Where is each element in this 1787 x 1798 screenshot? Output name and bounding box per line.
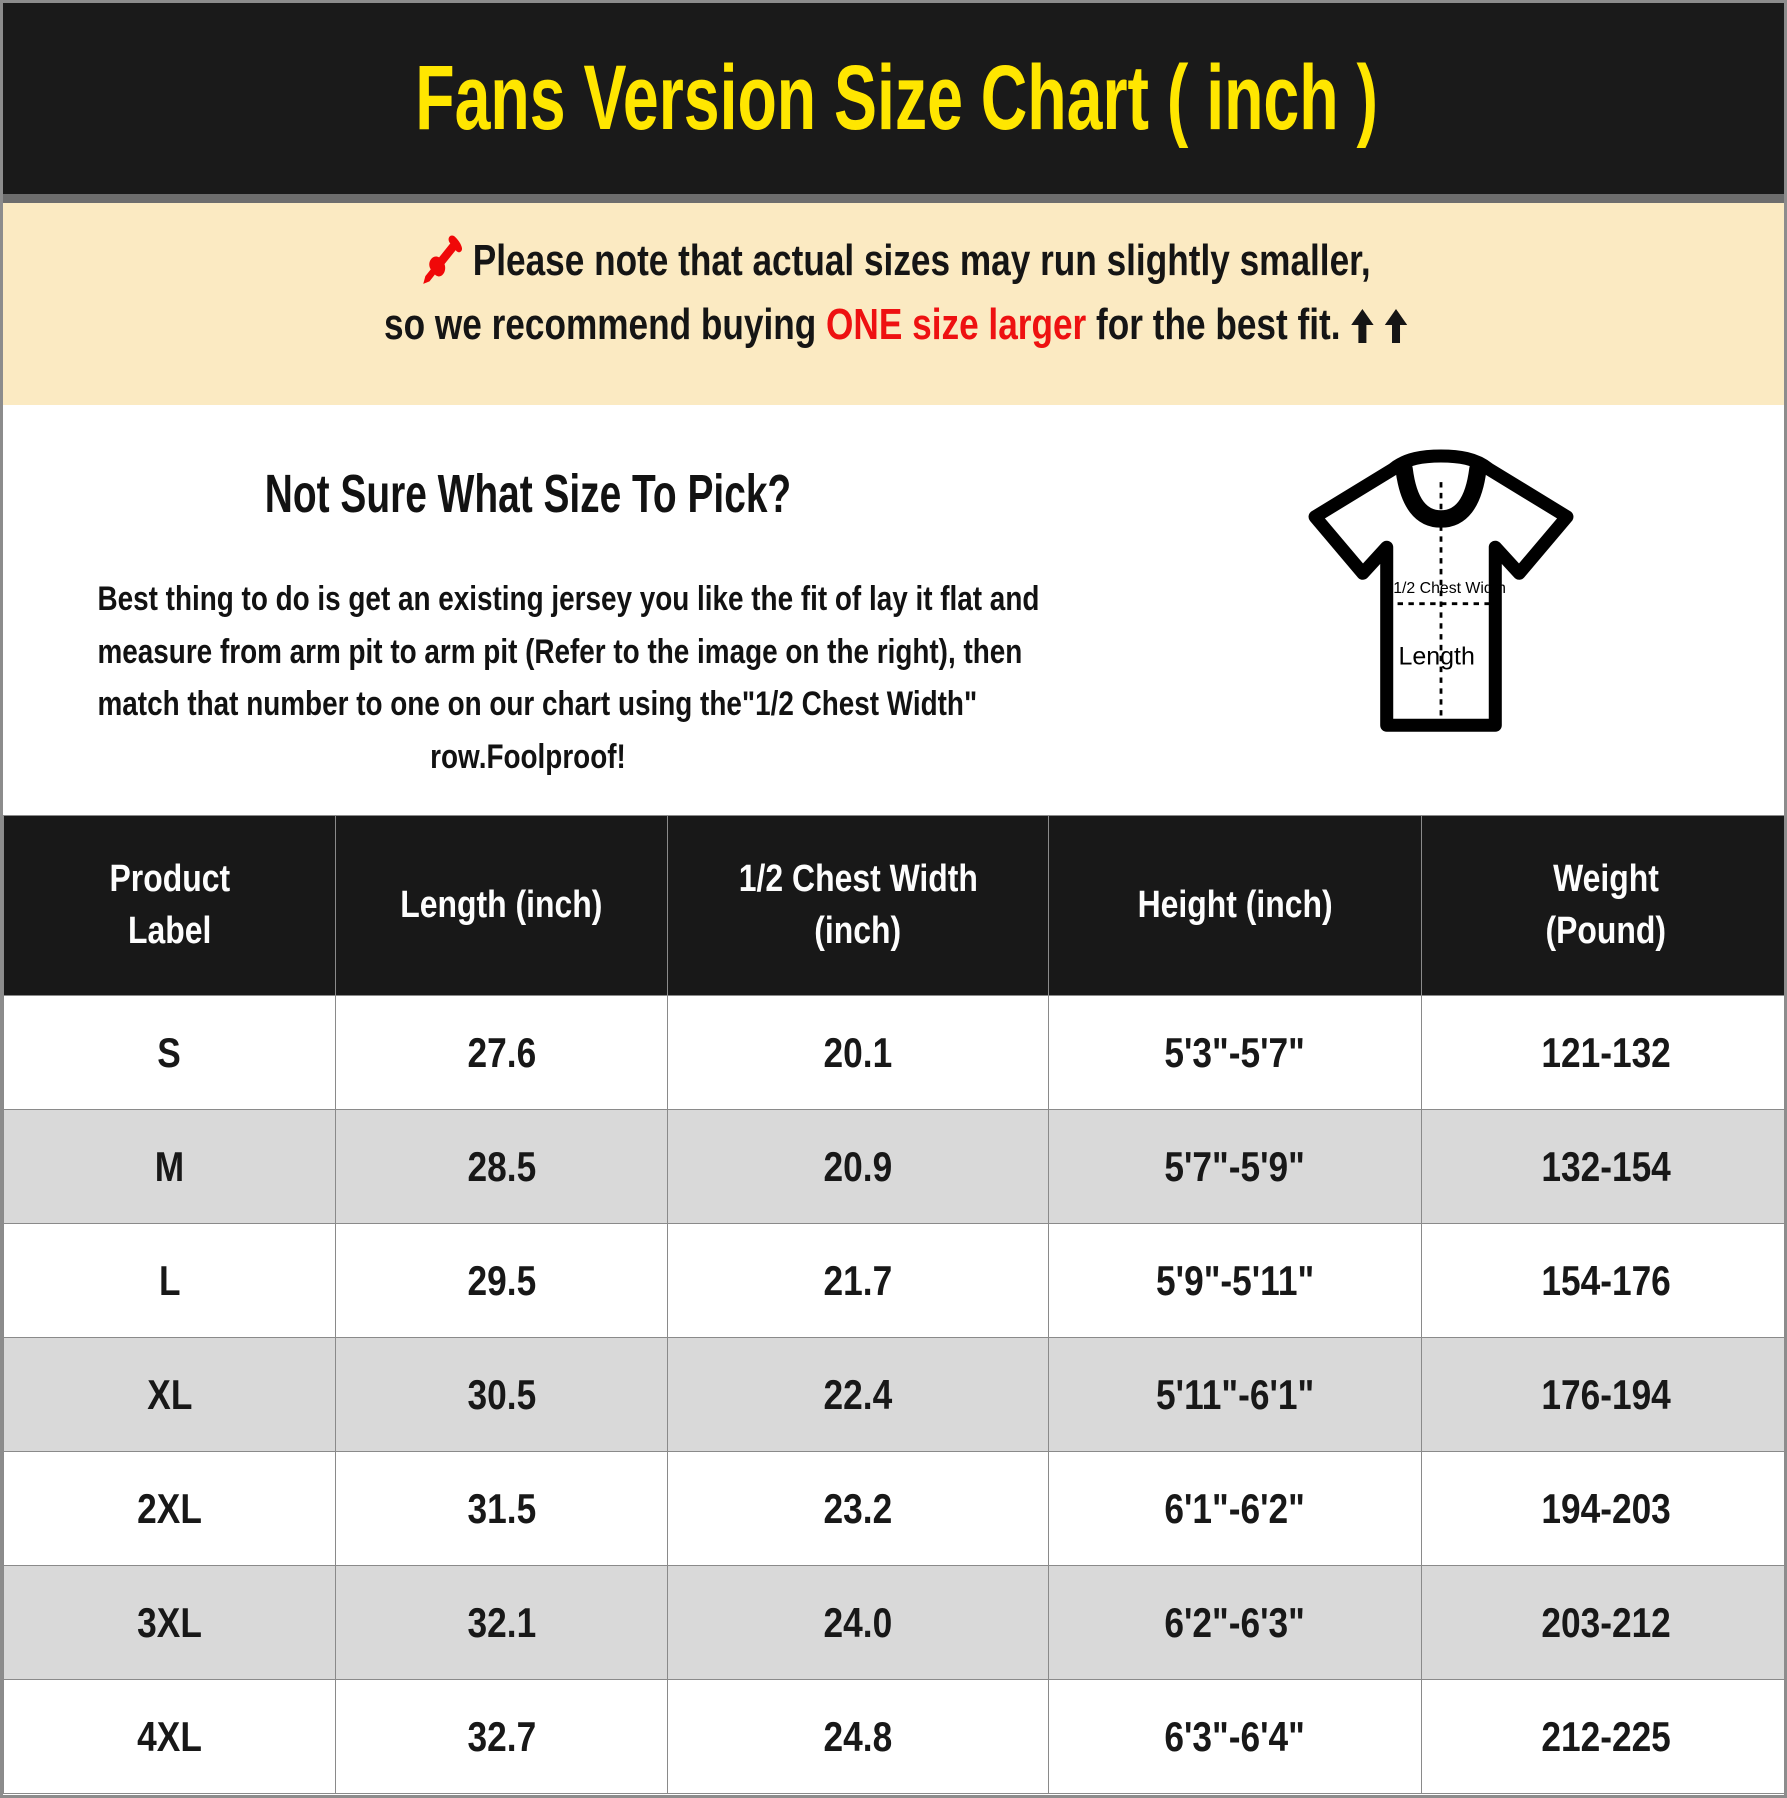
svg-text:1/2 Chest Width: 1/2 Chest Width (1393, 580, 1506, 597)
svg-text:Length: Length (1398, 642, 1474, 670)
